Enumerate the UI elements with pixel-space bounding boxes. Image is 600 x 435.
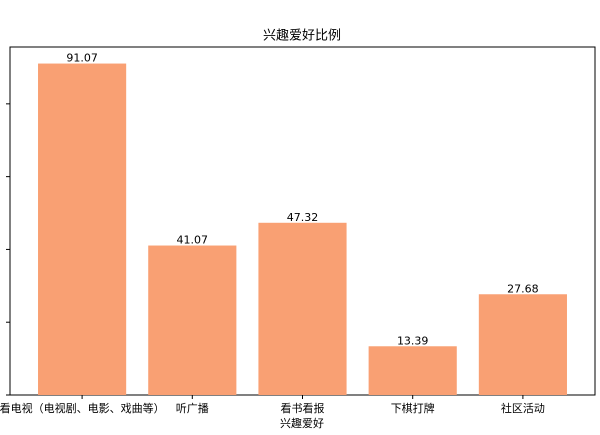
x-axis-label: 兴趣爱好 <box>280 416 324 430</box>
value-label: 13.39 <box>397 334 429 347</box>
value-label: 91.07 <box>66 52 98 65</box>
bar <box>258 222 347 395</box>
value-label: 47.32 <box>287 211 319 224</box>
bar <box>478 294 567 395</box>
value-label: 27.68 <box>507 282 539 295</box>
x-tick-label: 看书看报 <box>281 401 325 415</box>
value-label: 41.07 <box>177 234 209 247</box>
x-tick-label: 下棋打牌 <box>391 401 435 415</box>
x-tick-label: 听广播 <box>176 401 209 415</box>
bar <box>368 346 457 395</box>
x-tick-label: 看电视（电视剧、电影、戏曲等） <box>0 401 165 415</box>
bar <box>148 245 237 395</box>
bar <box>38 63 127 395</box>
chart-title: 兴趣爱好比例 <box>263 29 341 44</box>
x-tick-label: 社区活动 <box>501 401 545 415</box>
